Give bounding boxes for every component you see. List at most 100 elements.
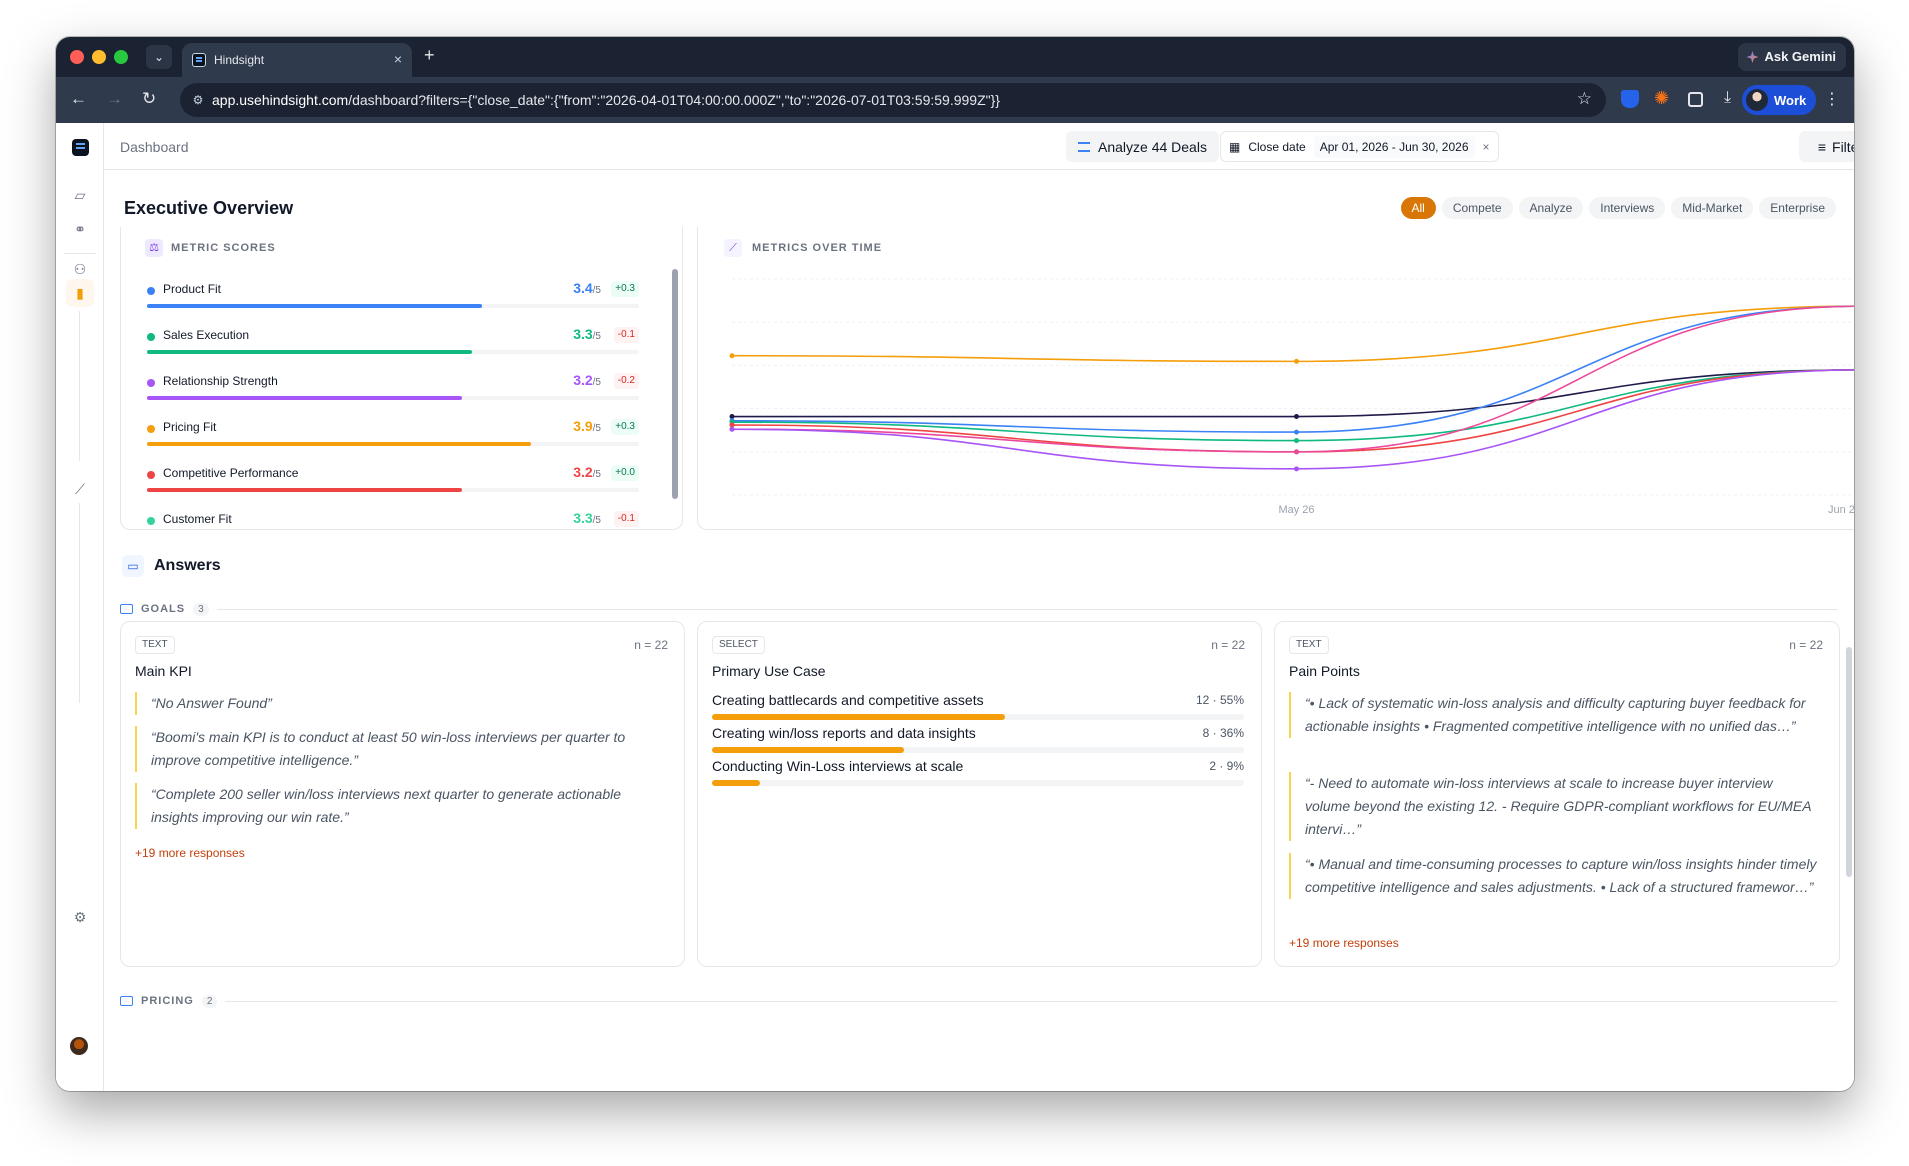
x-tick-label: May 26 xyxy=(1278,504,1314,516)
close-date-filter[interactable]: ▦ Close date Apr 01, 2026 - Jun 30, 2026… xyxy=(1220,131,1499,162)
browser-menu-icon[interactable]: ⋮ xyxy=(1824,91,1840,108)
tab-close-icon[interactable]: × xyxy=(393,51,402,67)
series-line[interactable] xyxy=(731,305,1854,363)
option-row[interactable]: Conducting Win-Loss interviews at scale 2… xyxy=(712,758,1244,792)
series-point[interactable] xyxy=(729,353,735,359)
breadcrumb[interactable]: Dashboard xyxy=(120,139,189,155)
page-scrollbar[interactable] xyxy=(1846,647,1852,877)
analyze-deals-button[interactable]: Analyze 44 Deals xyxy=(1066,131,1219,162)
profile-button[interactable]: Work xyxy=(1742,85,1817,115)
series-point[interactable] xyxy=(1294,466,1299,472)
metric-row[interactable]: Relationship Strength 3.2/5 -0.2 xyxy=(147,372,639,414)
url-path: /dashboard?filters={"close_date":{"from"… xyxy=(348,92,1000,108)
option-bar-fill xyxy=(712,780,760,786)
group-goals[interactable]: GOALS 3 xyxy=(120,601,1838,617)
group-count: 2 xyxy=(201,994,218,1008)
metric-row[interactable]: Customer Fit 3.3/5 -0.1 xyxy=(147,510,639,529)
filter-pill[interactable]: Analyze xyxy=(1518,197,1584,219)
clear-date-icon[interactable]: × xyxy=(1482,139,1490,154)
chat-icon[interactable]: ▱ xyxy=(74,187,86,203)
user-avatar[interactable] xyxy=(70,1037,88,1055)
extensions-puzzle-icon[interactable] xyxy=(1688,92,1703,107)
filter-pill[interactable]: All xyxy=(1400,197,1436,219)
metric-name: Competitive Performance xyxy=(163,466,299,480)
metric-score: 3.3/5 xyxy=(573,326,601,342)
bitwarden-shield-icon[interactable] xyxy=(1621,90,1639,108)
minimize-window-button[interactable] xyxy=(92,50,106,64)
metric-row[interactable]: Sales Execution 3.3/5 -0.1 xyxy=(147,326,639,368)
filter-pill[interactable]: Interviews xyxy=(1589,197,1666,219)
option-row[interactable]: Creating battlecards and competitive ass… xyxy=(712,692,1244,726)
address-bar[interactable]: ⚙ app.usehindsight.com/dashboard?filters… xyxy=(180,83,1606,117)
tab-search-button[interactable]: ⌄ xyxy=(146,45,172,69)
metric-bar-fill xyxy=(147,442,531,446)
option-label: Conducting Win-Loss interviews at scale xyxy=(712,758,964,774)
users-icon[interactable]: ⚇ xyxy=(73,261,87,277)
metrics-over-time-label: METRICS OVER TIME xyxy=(752,242,883,254)
series-line[interactable] xyxy=(732,369,1854,418)
workflow-icon[interactable]: ⚭ xyxy=(74,221,86,237)
metric-denominator: /5 xyxy=(592,469,601,480)
metric-score-value: 3.3 xyxy=(573,326,593,342)
series-point[interactable] xyxy=(1294,429,1299,435)
filter-pill[interactable]: Enterprise xyxy=(1759,197,1836,219)
series-point[interactable] xyxy=(1294,449,1299,455)
settings-gear-icon[interactable]: ⚙ xyxy=(73,909,87,925)
metric-delta-badge: +0.0 xyxy=(611,465,639,481)
hindsight-favicon-icon xyxy=(192,53,206,67)
series-point[interactable] xyxy=(729,422,735,428)
group-divider xyxy=(225,1000,1838,1002)
metric-scores-card: ⚖ METRIC SCORES Product Fit 3.4/5 +0.3 Sale… xyxy=(120,227,683,530)
chevron-down-icon: ⌄ xyxy=(153,50,165,64)
site-settings-icon[interactable]: ⚙ xyxy=(192,93,204,107)
metric-row[interactable]: Pricing Fit 3.9/5 +0.3 xyxy=(147,418,639,460)
url-text[interactable]: app.usehindsight.com/dashboard?filters={… xyxy=(212,92,1000,108)
group-pricing[interactable]: PRICING 2 xyxy=(120,993,1838,1009)
metric-dot xyxy=(147,425,155,433)
close-date-value[interactable]: Apr 01, 2026 - Jun 30, 2026 xyxy=(1313,135,1475,158)
response-quote: “No Answer Found” xyxy=(135,692,664,715)
bookmark-star-icon[interactable]: ☆ xyxy=(1576,89,1592,108)
dashboard-chart-icon[interactable]: ▮ xyxy=(66,279,94,307)
new-tab-button[interactable]: + xyxy=(424,45,435,65)
tab-hindsight[interactable]: Hindsight × xyxy=(182,43,412,77)
filter-pill[interactable]: Compete xyxy=(1441,197,1513,219)
metric-name: Sales Execution xyxy=(163,328,250,342)
filter-pill[interactable]: Mid-Market xyxy=(1671,197,1754,219)
filter-icon: ≡ xyxy=(1817,138,1827,155)
answers-header: ▭ Answers xyxy=(122,555,221,577)
maximize-window-button[interactable] xyxy=(114,50,128,64)
more-responses-link[interactable]: +19 more responses xyxy=(135,846,245,860)
hindsight-logo-icon[interactable] xyxy=(72,139,89,156)
option-row[interactable]: Creating win/loss reports and data insig… xyxy=(712,725,1244,759)
metric-denominator: /5 xyxy=(592,377,601,388)
series-line[interactable] xyxy=(731,305,1854,433)
claude-burst-icon[interactable]: ✺ xyxy=(1654,88,1670,108)
ask-gemini-button[interactable]: Ask Gemini xyxy=(1738,43,1846,71)
more-responses-link[interactable]: +19 more responses xyxy=(1289,936,1399,950)
series-point[interactable] xyxy=(1294,358,1299,364)
filters-button[interactable]: ≡ Filters xyxy=(1799,131,1854,162)
trend-chart-icon[interactable]: ⟋ xyxy=(75,481,85,497)
question-card-main-kpi: TEXT n = 22 Main KPI “No Answer Found” “… xyxy=(120,621,685,967)
metric-score-value: 3.3 xyxy=(573,510,593,526)
metric-scrollbar[interactable] xyxy=(672,269,678,499)
reload-icon[interactable]: ↻ xyxy=(142,89,157,108)
sample-size: n = 22 xyxy=(634,638,668,652)
download-icon[interactable]: ⤓ xyxy=(1724,89,1732,106)
close-window-button[interactable] xyxy=(70,50,84,64)
series-point[interactable] xyxy=(1294,414,1299,420)
series-point[interactable] xyxy=(1294,438,1299,444)
metric-bar-fill xyxy=(147,304,482,308)
series-point[interactable] xyxy=(729,414,735,420)
series-point[interactable] xyxy=(729,426,735,432)
metric-row[interactable]: Product Fit 3.4/5 +0.3 xyxy=(147,280,639,322)
browser-window: ⌄ Hindsight × + Ask Gemini ← → ↻ ⚙ app.u… xyxy=(56,37,1854,1091)
metric-bar-track xyxy=(147,304,639,308)
back-icon[interactable]: ← xyxy=(70,89,87,108)
metric-row[interactable]: Competitive Performance 3.2/5 +0.0 xyxy=(147,464,639,506)
forward-icon[interactable]: → xyxy=(106,89,123,108)
metric-bar-fill xyxy=(147,488,462,492)
group-count: 3 xyxy=(193,602,209,616)
sample-size: n = 22 xyxy=(1789,638,1823,652)
